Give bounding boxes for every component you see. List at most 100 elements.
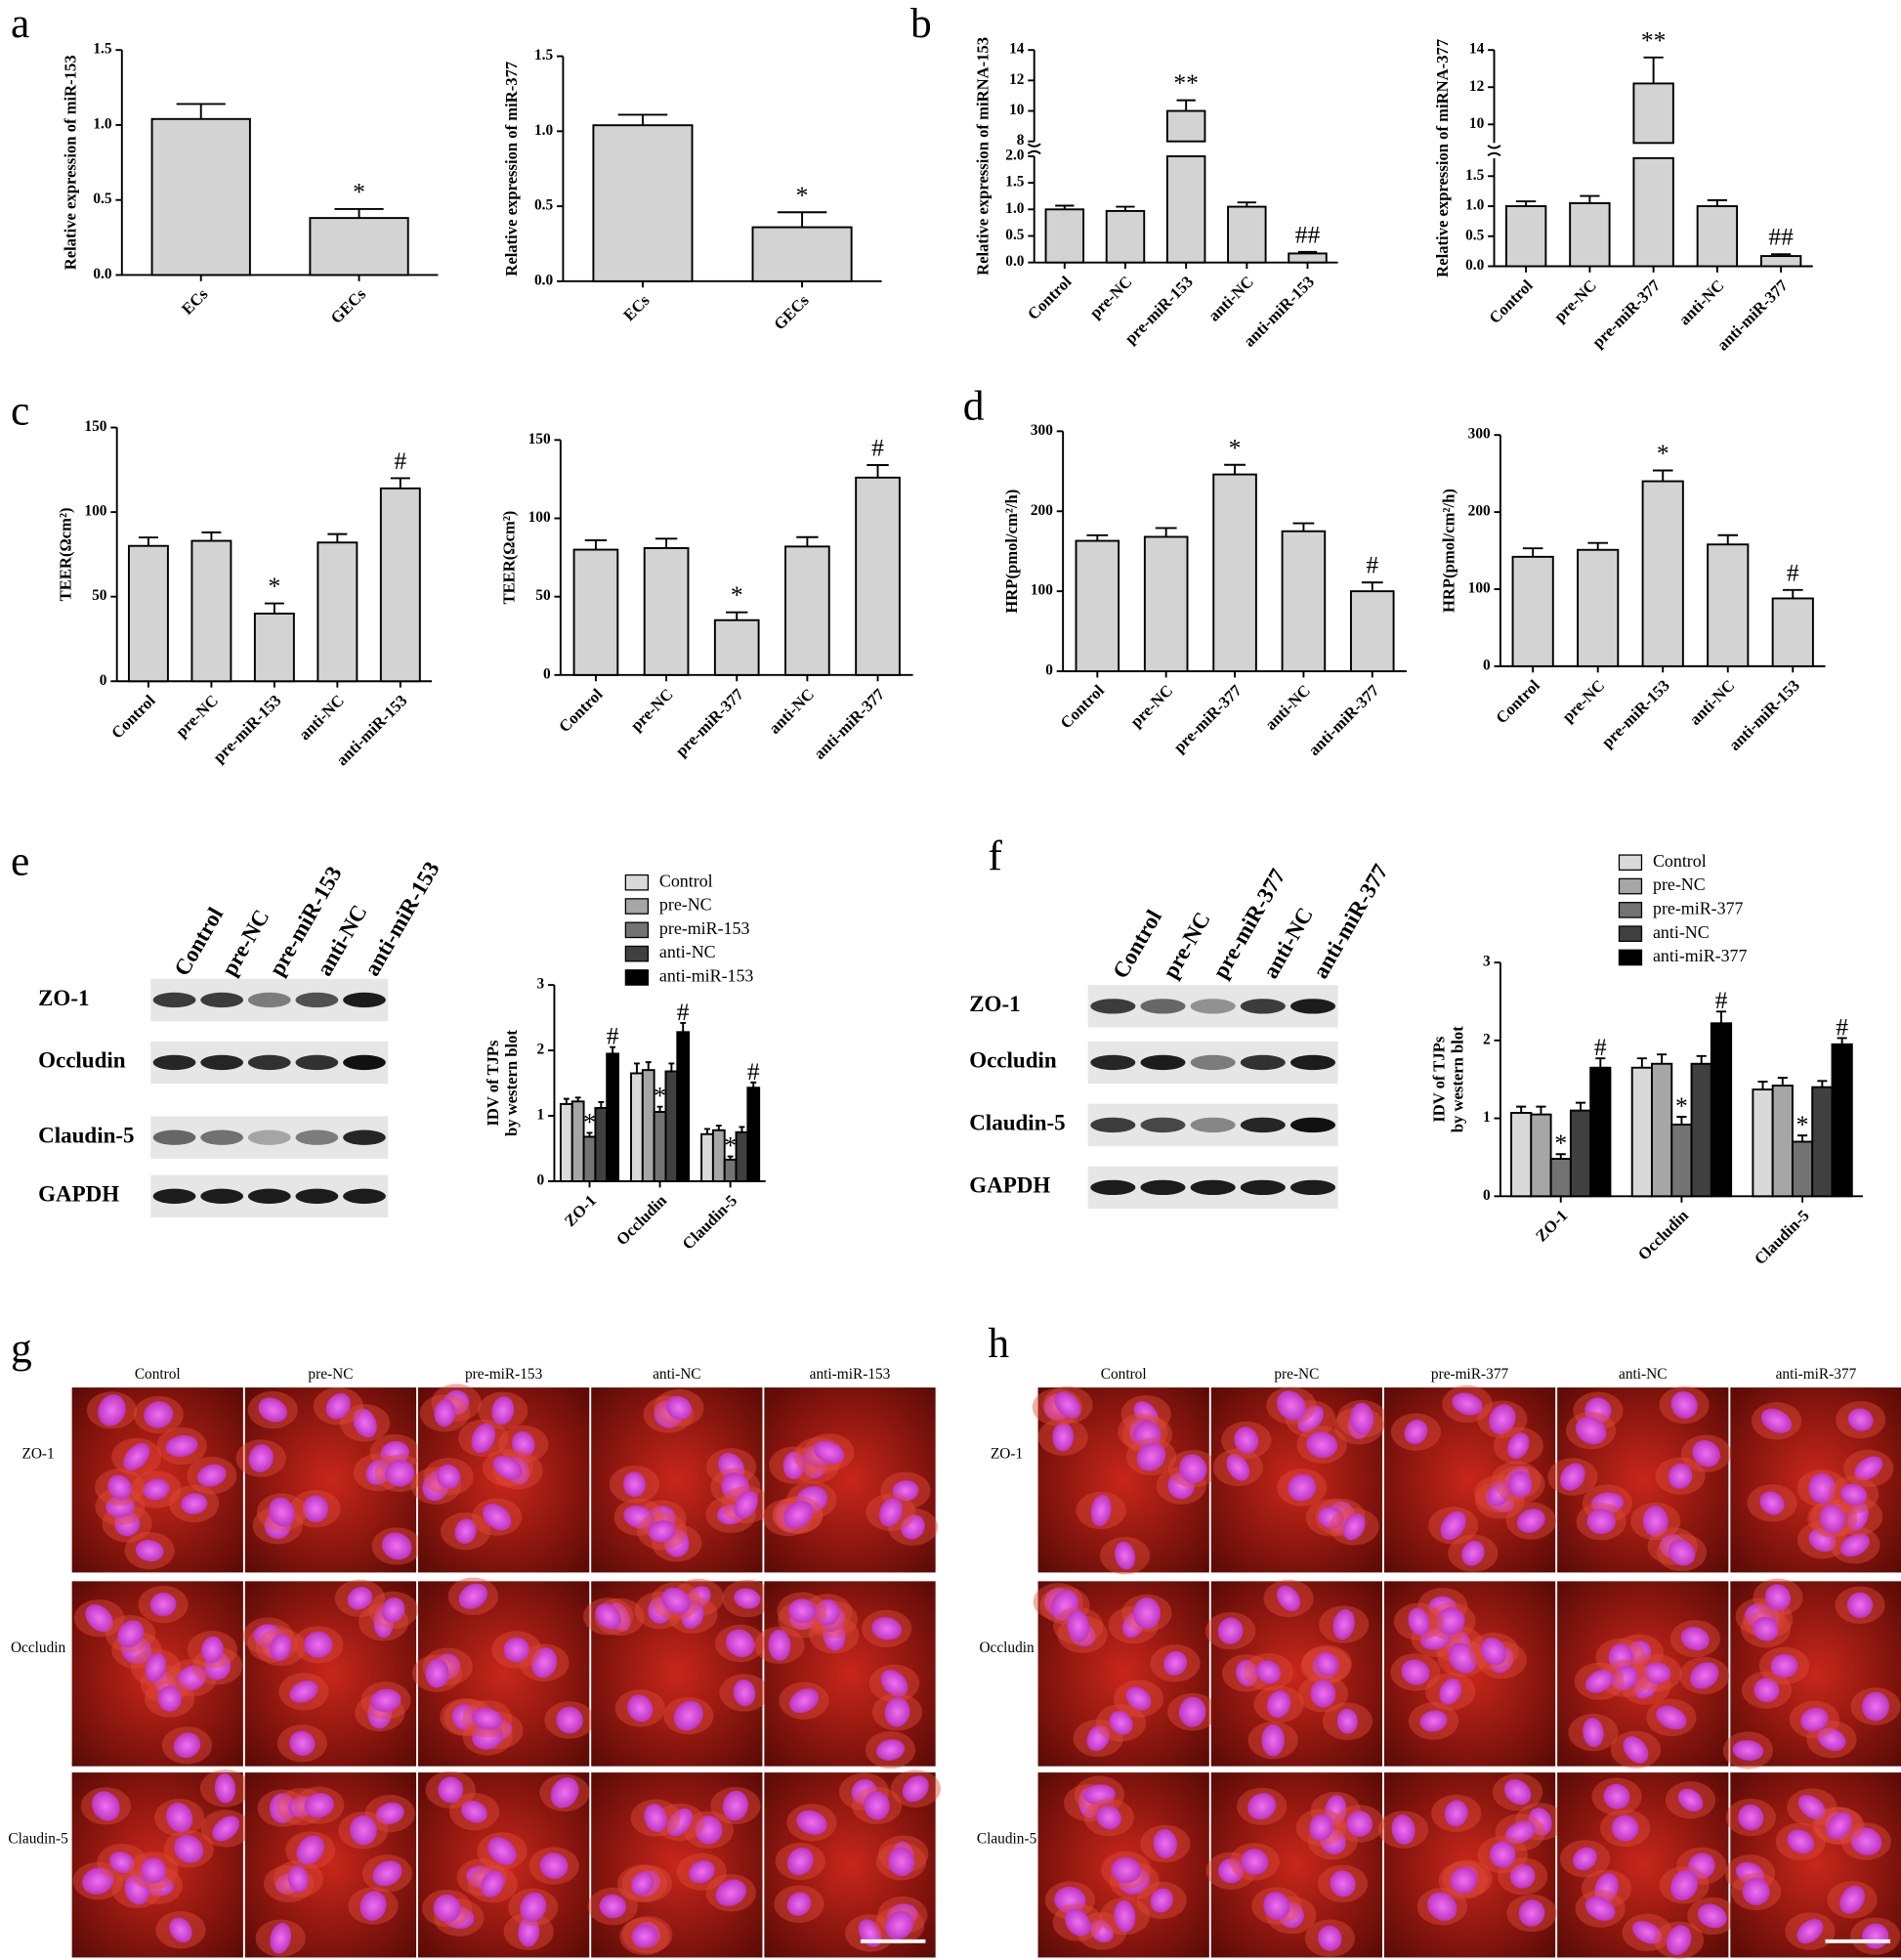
y-axis-label: IDV of TJPs <box>1429 1036 1448 1123</box>
nucleus <box>1153 1829 1178 1858</box>
bar <box>1105 209 1146 264</box>
blot-band <box>1090 1054 1136 1071</box>
nucleus <box>1670 1390 1698 1419</box>
nucleus <box>1404 1419 1428 1445</box>
nucleus <box>1261 1724 1285 1757</box>
column-label: anti-NC <box>653 1366 700 1383</box>
annotation: # <box>677 998 690 1026</box>
nucleus <box>1266 1690 1291 1719</box>
blot-band <box>295 992 339 1008</box>
nucleus <box>726 1629 755 1658</box>
error-bar <box>1224 463 1246 475</box>
nucleus <box>1839 1885 1865 1914</box>
error-bar <box>1696 1054 1707 1064</box>
y-tick-label: 14 <box>1009 41 1025 58</box>
nucleus <box>1444 1800 1468 1827</box>
nucleus <box>1247 1793 1277 1820</box>
x-tick-label: anti-NC <box>1685 676 1738 729</box>
error-bar <box>668 1062 675 1072</box>
nucleus <box>1342 1513 1366 1541</box>
nucleus <box>788 1598 817 1624</box>
error-bar <box>1757 1081 1768 1090</box>
bar <box>150 117 251 277</box>
bar <box>379 487 421 683</box>
nucleus <box>107 1474 132 1500</box>
nucleus <box>165 1434 198 1458</box>
nucleus <box>1846 1502 1869 1531</box>
annotation: * <box>1675 1091 1688 1120</box>
blot-band <box>295 1054 339 1071</box>
error-bar <box>1176 99 1196 111</box>
error-bar <box>1555 1153 1566 1160</box>
nucleus <box>143 1478 170 1501</box>
protein-label: GAPDH <box>969 1172 1050 1198</box>
annotation: * <box>353 177 365 205</box>
annotation: # <box>607 1022 619 1050</box>
error-bar <box>704 1128 710 1134</box>
y-axis-label: TEER(Ωcm²) <box>56 507 74 601</box>
error-bar <box>796 535 819 547</box>
nucleus <box>1082 1784 1116 1806</box>
protein-label: GAPDH <box>38 1181 119 1207</box>
error-bar <box>1782 588 1803 599</box>
error-bar <box>1657 1053 1668 1064</box>
y-tick-label: 1.5 <box>93 41 112 58</box>
bar <box>253 613 295 683</box>
nucleus <box>135 1539 164 1562</box>
nucleus <box>1575 1417 1607 1445</box>
nucleus <box>556 1706 583 1734</box>
protein-label: Occludin <box>38 1047 126 1073</box>
nucleus <box>117 1620 145 1648</box>
y-axis-label: Relative expression of miR-153 <box>61 55 79 270</box>
nucleus <box>1217 1617 1244 1644</box>
bar <box>1165 154 1206 264</box>
bar <box>1707 543 1750 667</box>
y-tick-label: 50 <box>92 587 107 604</box>
nucleus <box>789 1688 820 1714</box>
nucleus <box>623 1505 655 1529</box>
nucleus <box>1796 1919 1824 1944</box>
error-bar <box>727 1155 734 1160</box>
bar <box>784 545 830 676</box>
error-bar <box>1522 547 1543 557</box>
nucleus <box>487 1837 517 1865</box>
legend-swatch <box>1618 877 1643 895</box>
nucleus <box>1516 1509 1545 1533</box>
panel-letter: h <box>988 1320 1009 1367</box>
column-label: pre-NC <box>1274 1366 1319 1383</box>
row-label: Occludin <box>979 1640 1035 1656</box>
nucleus <box>1234 1427 1259 1454</box>
protein-label: ZO-1 <box>38 985 89 1010</box>
error-bar <box>1292 522 1315 532</box>
nucleus <box>1346 1811 1373 1837</box>
nucleus <box>1350 1402 1374 1435</box>
x-tick-label: anti-NC <box>765 685 818 738</box>
x-tick-label: pre-NC <box>1126 681 1176 731</box>
nucleus <box>786 1847 814 1876</box>
nucleus <box>269 1497 295 1527</box>
nucleus <box>901 1514 925 1540</box>
nucleus <box>381 1532 412 1560</box>
nucleus <box>385 1460 415 1487</box>
blot-band <box>152 1188 196 1205</box>
nucleus <box>539 1853 569 1879</box>
bar <box>643 547 690 676</box>
x-tick-label: pre-miR-153 <box>1598 676 1673 751</box>
column-label: anti-miR-153 <box>810 1366 891 1383</box>
nucleus <box>1391 1814 1415 1845</box>
nucleus <box>359 1891 387 1921</box>
nucleus <box>1850 1827 1882 1855</box>
nucleus <box>1067 1609 1090 1642</box>
bar <box>190 539 232 683</box>
legend-swatch <box>624 969 650 986</box>
annotation: ## <box>1295 220 1321 248</box>
nucleus <box>1732 1739 1764 1761</box>
nucleus <box>1218 1858 1245 1884</box>
nucleus <box>1507 1432 1530 1460</box>
nucleus <box>370 1688 401 1712</box>
y-tick-label: 0 <box>100 672 107 689</box>
nucleus <box>1656 1705 1687 1730</box>
x-tick-label: pre-NC <box>1558 676 1608 726</box>
nucleus <box>1764 1584 1792 1611</box>
nucleus <box>1594 1872 1619 1904</box>
